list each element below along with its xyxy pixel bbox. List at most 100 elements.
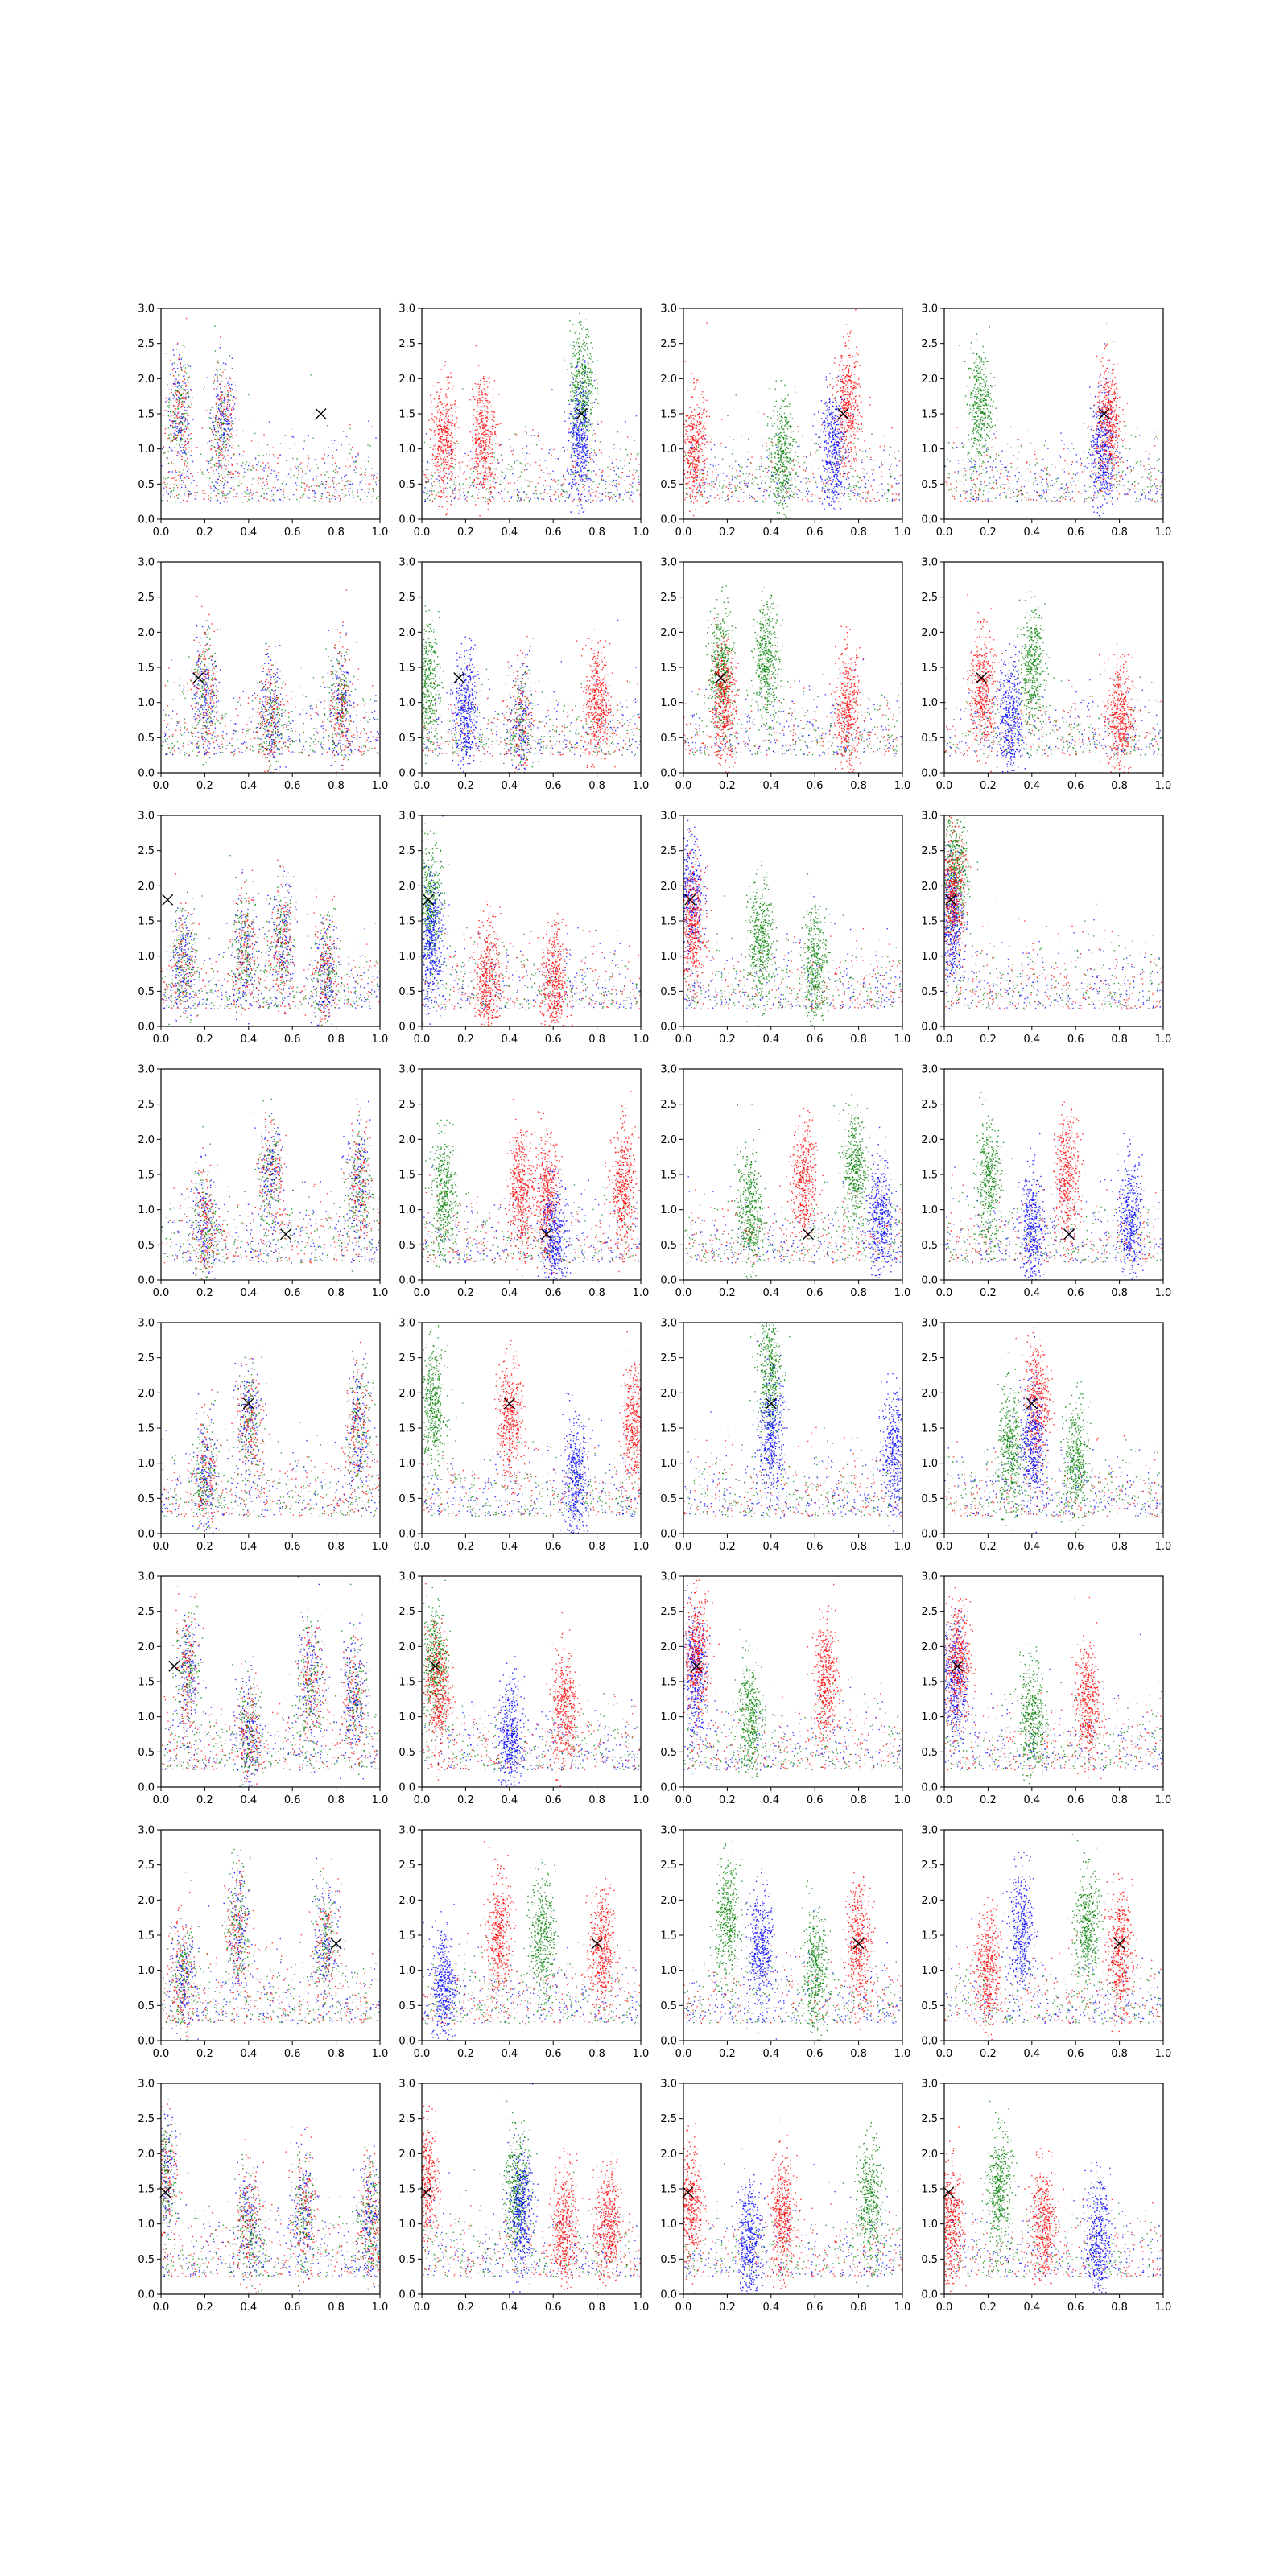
scatter-point <box>173 427 174 428</box>
scatter-point <box>228 392 229 393</box>
x-tick-label: 0.0 <box>414 526 431 539</box>
scatter-point <box>232 368 233 369</box>
scatter-point <box>845 385 846 386</box>
scatter-point <box>445 449 446 450</box>
scatter-point <box>355 472 356 473</box>
scatter-point <box>824 492 825 493</box>
scatter-point <box>632 482 633 483</box>
scatter-point <box>828 409 829 410</box>
scatter-point <box>486 381 487 382</box>
scatter-point <box>168 451 169 452</box>
scatter-point <box>509 501 510 502</box>
scatter-point <box>572 501 573 502</box>
scatter-point <box>853 434 854 435</box>
scatter-point <box>433 490 434 491</box>
scatter-point <box>487 386 488 387</box>
scatter-point <box>832 388 833 389</box>
scatter-point <box>453 467 454 468</box>
scatter-point <box>467 492 468 493</box>
scatter-point <box>573 436 574 437</box>
scatter-point <box>223 416 224 417</box>
scatter-point <box>614 470 615 471</box>
scatter-point <box>437 402 438 403</box>
scatter-point <box>438 459 439 460</box>
scatter-point <box>479 447 480 448</box>
scatter-point <box>614 485 615 486</box>
x-tick-label: 0.4 <box>501 526 518 539</box>
scatter-point <box>263 470 264 471</box>
scatter-point <box>174 396 175 397</box>
scatter-point <box>177 344 178 345</box>
scatter-point <box>492 397 493 398</box>
axes-frame <box>161 308 380 519</box>
scatter-point <box>611 492 612 493</box>
scatter-point <box>233 454 234 455</box>
scatter-point <box>815 482 816 483</box>
scatter-point <box>572 422 573 423</box>
scatter-point <box>854 495 855 496</box>
scatter-point <box>327 492 328 493</box>
scatter-point <box>579 403 580 404</box>
scatter-point <box>848 413 849 414</box>
scatter-point <box>188 441 189 442</box>
scatter-point <box>569 404 570 405</box>
scatter-point <box>850 380 851 381</box>
scatter-point <box>253 467 254 468</box>
scatter-point <box>211 458 212 459</box>
scatter-point <box>852 388 853 389</box>
scatter-point <box>224 398 225 399</box>
scatter-point <box>573 465 574 466</box>
scatter-point <box>339 501 340 502</box>
scatter-point <box>577 427 578 428</box>
scatter-point <box>861 416 862 417</box>
scatter-point <box>587 347 588 348</box>
scatter-point <box>215 481 216 482</box>
scatter-point <box>581 409 582 410</box>
scatter-point <box>895 498 896 499</box>
scatter-point <box>231 409 232 410</box>
scatter-point <box>232 358 233 359</box>
scatter-point <box>301 482 302 483</box>
scatter-point <box>500 444 501 445</box>
scatter-point <box>478 464 479 465</box>
scatter-point <box>268 488 269 489</box>
scatter-point <box>584 360 585 361</box>
scatter-point <box>266 493 267 494</box>
scatter-point <box>862 468 863 469</box>
scatter-point <box>690 463 691 464</box>
scatter-point <box>179 423 180 424</box>
scatter-point <box>582 444 583 445</box>
scatter-point <box>871 485 872 486</box>
scatter-point <box>481 400 482 401</box>
scatter-point <box>576 367 577 368</box>
scatter-point <box>433 481 434 482</box>
scatter-point <box>210 418 211 419</box>
scatter-point <box>584 380 585 381</box>
scatter-point <box>572 448 573 449</box>
scatter-point <box>487 468 488 469</box>
scatter-point <box>303 448 304 449</box>
scatter-point <box>526 432 527 433</box>
scatter-point <box>734 486 735 487</box>
scatter-point <box>360 482 361 483</box>
scatter-point <box>168 434 169 435</box>
scatter-point <box>580 504 581 505</box>
scatter-point <box>593 481 594 482</box>
scatter-point <box>585 414 586 415</box>
scatter-point <box>227 419 228 420</box>
scatter-point <box>582 381 583 382</box>
scatter-point <box>428 420 429 421</box>
scatter-point <box>180 363 181 364</box>
scatter-point <box>179 393 180 394</box>
scatter-point <box>244 472 245 473</box>
scatter-point <box>697 487 698 488</box>
scatter-point <box>440 438 441 439</box>
scatter-point <box>853 389 854 390</box>
scatter-point <box>470 431 471 432</box>
scatter-point <box>810 454 811 455</box>
scatter-point <box>209 441 210 442</box>
scatter-point <box>514 461 515 462</box>
scatter-point <box>581 440 582 441</box>
scatter-point <box>451 433 452 434</box>
scatter-point <box>177 383 178 384</box>
